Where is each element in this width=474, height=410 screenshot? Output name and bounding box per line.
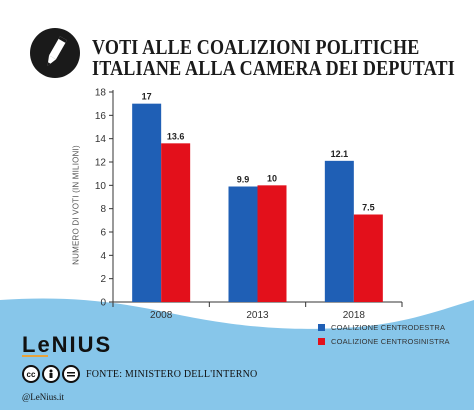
chart-title-line-1: VOTI ALLE COALIZIONI POLITICHE — [92, 35, 420, 59]
data-label: 17 — [142, 92, 152, 102]
bar-centrosinistra-2018 — [353, 214, 383, 302]
y-tick-label: 2 — [100, 274, 106, 285]
y-tick-label: 18 — [95, 88, 107, 99]
legend-swatch-centrodestra — [318, 323, 325, 331]
brand-logo: LeNIUS — [22, 332, 113, 357]
social-handle: @LeNius.it — [22, 392, 65, 402]
x-tick-label: 2013 — [246, 310, 269, 321]
y-tick-label: 10 — [95, 181, 107, 192]
y-tick-label: 6 — [100, 228, 106, 239]
brand-underline — [22, 355, 48, 357]
license-badges: cc — [22, 365, 80, 383]
data-label: 13.6 — [167, 131, 185, 141]
pencil-icon — [30, 28, 80, 78]
legend-item-centrosinistra: COALIZIONE CENTROSINISTRA — [318, 334, 450, 348]
y-tick-label: 4 — [100, 251, 106, 262]
legend-label-centrosinistra: COALIZIONE CENTROSINISTRA — [331, 336, 450, 346]
data-label: 12.1 — [331, 149, 349, 159]
y-tick-label: 16 — [95, 111, 107, 122]
source-credit: FONTE: MINISTERO DELL'INTERNO — [86, 369, 258, 380]
x-tick-label: 2008 — [150, 310, 173, 321]
y-tick-label: 0 — [100, 298, 106, 309]
legend-item-centrodestra: COALIZIONE CENTRODESTRA — [318, 320, 450, 334]
bar-centrodestra-2018 — [324, 160, 354, 302]
attribution-icon — [42, 365, 60, 383]
data-label: 7.5 — [362, 203, 375, 213]
bar-centrodestra-2013 — [228, 186, 258, 302]
y-tick-label: 12 — [95, 158, 107, 169]
cc-icon: cc — [22, 365, 40, 383]
data-label: 10 — [267, 173, 277, 183]
y-tick-label: 8 — [100, 204, 106, 215]
no-derivatives-icon — [62, 365, 80, 383]
y-tick-label: 14 — [95, 134, 107, 145]
chart-title-line-2: ITALIANE ALLA CAMERA DEI DEPUTATI — [92, 56, 455, 80]
chart-legend: COALIZIONE CENTRODESTRA COALIZIONE CENTR… — [318, 320, 450, 348]
x-tick-label: 2018 — [343, 310, 366, 321]
legend-label-centrodestra: COALIZIONE CENTRODESTRA — [331, 322, 446, 332]
data-label: 9.9 — [237, 175, 250, 185]
bar-centrosinistra-2008 — [161, 143, 191, 302]
legend-swatch-centrosinistra — [318, 337, 325, 345]
bar-centrosinistra-2013 — [257, 185, 287, 302]
bar-centrodestra-2008 — [132, 103, 162, 303]
